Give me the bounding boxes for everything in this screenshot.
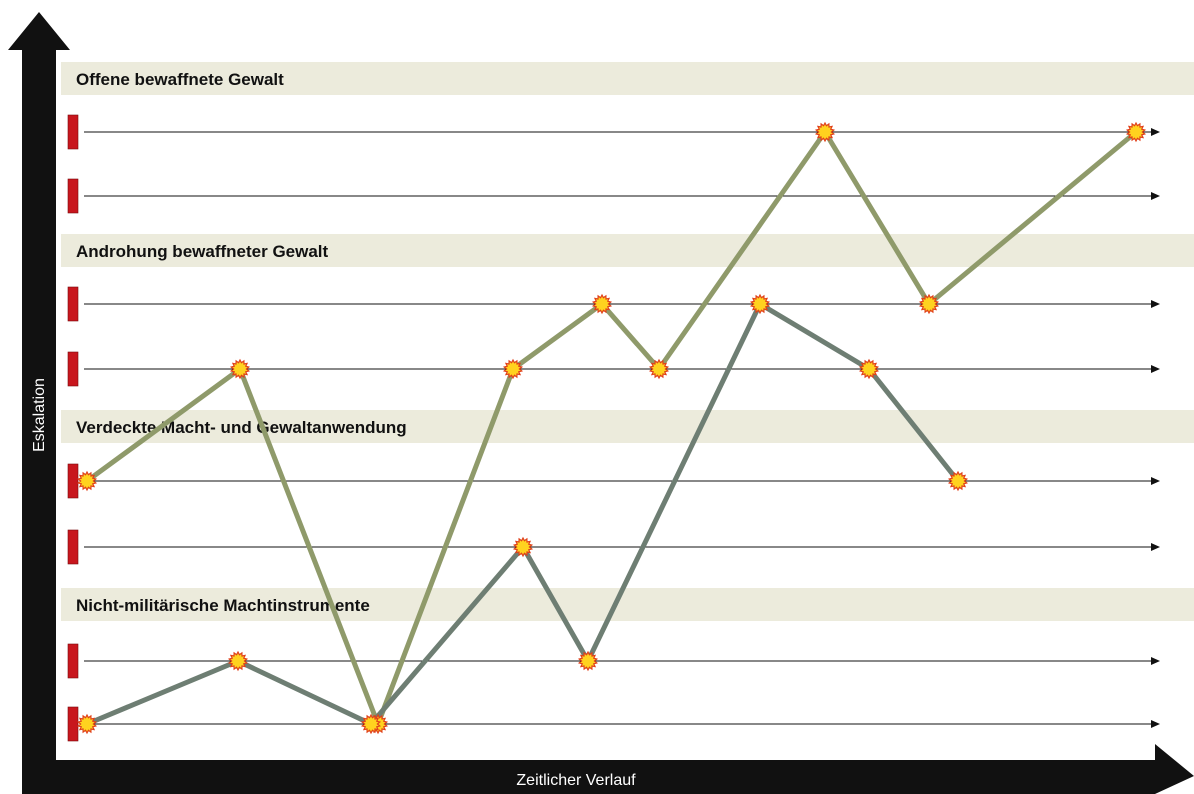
- level-line-6: [67, 286, 1160, 322]
- band-1: Offene bewaffnete Gewalt: [61, 62, 1194, 95]
- data-point-light: [648, 358, 670, 380]
- data-point-light: [229, 358, 251, 380]
- level-marker: [67, 178, 79, 214]
- points-layer: [76, 121, 1147, 735]
- level-line-1: [67, 706, 1160, 742]
- x-axis-label: Zeitlicher Verlauf: [516, 772, 636, 789]
- level-line-7: [67, 178, 1160, 214]
- band-background: [61, 588, 1194, 621]
- level-lines-layer: [67, 114, 1160, 742]
- data-point-light: [1125, 121, 1147, 143]
- level-arrowhead: [1151, 365, 1160, 373]
- data-point-dark: [360, 713, 382, 735]
- band-background: [61, 62, 1194, 95]
- data-point-light: [502, 358, 524, 380]
- series-line-dark: [84, 301, 961, 727]
- level-marker: [67, 643, 79, 679]
- data-point-dark: [858, 358, 880, 380]
- level-arrowhead: [1151, 657, 1160, 665]
- data-point-dark: [227, 650, 249, 672]
- band-label: Nicht-militärische Machtinstrumente: [76, 596, 370, 615]
- band-layer: Offene bewaffnete Gewalt Androhung bewaff…: [61, 62, 1194, 621]
- band-3: Verdeckte Macht- und Gewaltanwendung: [61, 410, 1194, 443]
- level-arrowhead: [1151, 128, 1160, 136]
- data-point-dark: [512, 536, 534, 558]
- data-point-light: [591, 293, 613, 315]
- level-marker: [67, 706, 79, 742]
- band-label: Verdeckte Macht- und Gewaltanwendung: [76, 418, 407, 437]
- level-arrowhead: [1151, 543, 1160, 551]
- band-background: [61, 410, 1194, 443]
- data-point-dark: [577, 650, 599, 672]
- data-point-light: [76, 470, 98, 492]
- data-point-light: [918, 293, 940, 315]
- axes-layer: Eskalation Zeitlicher Verlauf: [8, 12, 1194, 794]
- level-line-5: [67, 351, 1160, 387]
- level-marker: [67, 351, 79, 387]
- band-label: Offene bewaffnete Gewalt: [76, 70, 284, 89]
- level-arrowhead: [1151, 300, 1160, 308]
- level-line-8: [67, 114, 1160, 150]
- level-marker: [67, 529, 79, 565]
- band-label: Androhung bewaffneter Gewalt: [76, 242, 329, 261]
- level-line-4: [67, 529, 1160, 565]
- level-arrowhead: [1151, 477, 1160, 485]
- data-point-dark: [947, 470, 969, 492]
- data-point-dark: [76, 713, 98, 735]
- y-axis-label: Eskalation: [31, 378, 48, 452]
- level-marker: [67, 286, 79, 322]
- data-point-dark: [749, 293, 771, 315]
- x-axis-arrow: [22, 744, 1194, 794]
- level-arrowhead: [1151, 192, 1160, 200]
- y-axis: Eskalation: [8, 12, 70, 784]
- y-axis-arrow: [8, 12, 70, 784]
- level-marker: [67, 463, 79, 499]
- level-arrowhead: [1151, 720, 1160, 728]
- x-axis: Zeitlicher Verlauf: [22, 744, 1194, 794]
- band-4: Nicht-militärische Machtinstrumente: [61, 588, 1194, 621]
- data-point-light: [814, 121, 836, 143]
- level-line-3: [67, 463, 1160, 499]
- band-2: Androhung bewaffneter Gewalt: [61, 234, 1194, 267]
- level-marker: [67, 114, 79, 150]
- level-line-2: [67, 643, 1160, 679]
